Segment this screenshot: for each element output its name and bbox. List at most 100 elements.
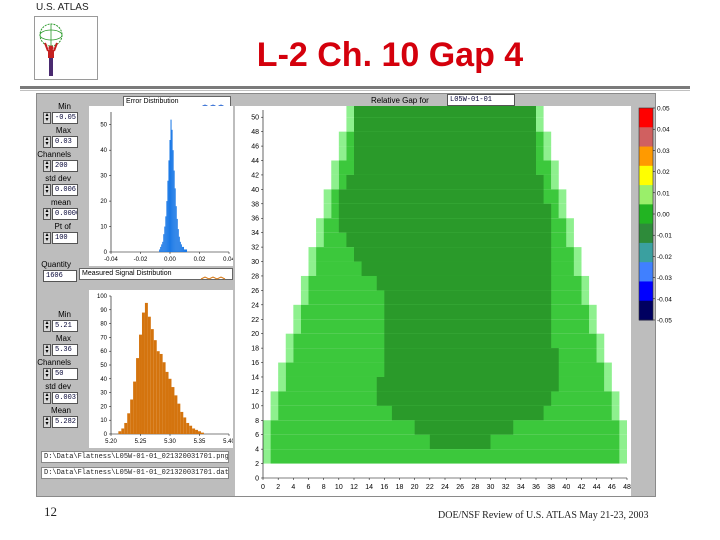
error-histogram-svg: 0 10 20 30 40 50 -0.04 -0.02 0.00 0.02 0.04 [89,106,235,266]
signal-control-spinner-3[interactable]: ▴ ▾ [43,392,51,404]
error-control-value-5[interactable]: 100 [52,232,78,244]
error-control-spinner-5[interactable]: ▴ ▾ [43,232,51,244]
heatmap-y-tick-label: 12 [251,389,259,396]
heatmap-y-tick-label: 38 [251,201,259,208]
heatmap-cell-edge [536,102,544,118]
histogram-bar [171,387,175,434]
signal-control-spinner-1[interactable]: ▴ ▾ [43,344,51,356]
heatmap-cell-dark [391,405,544,421]
signal-control-value-0[interactable]: 5.21 [52,320,78,332]
signal-control-value-2[interactable]: 50 [52,368,78,380]
heatmap-cell-dark [376,275,552,291]
histogram-bar [165,371,169,434]
heatmap-cell-edge [308,247,317,262]
heatmap-cell-edge [536,117,544,132]
png-path-field[interactable]: D:\Data\Flatness\L05W-01-01_021320031701… [41,451,229,463]
heatmap-cell-edge [285,333,294,349]
colorbar-segment [639,242,653,263]
histogram-bar [195,429,199,434]
histogram-bar [166,201,168,252]
error-control-value-4[interactable]: 0.0000 [52,208,78,220]
heatmap-cell-edge [331,160,339,175]
signal-distribution-legend-label: Measured Signal Distribution [82,270,172,277]
error-control-spinner-4[interactable]: ▴ ▾ [43,208,51,220]
histogram-bar [159,353,163,434]
heatmap-cell-dark [384,319,552,334]
heatmap-x-tick-label: 12 [350,484,358,491]
histogram-bar [144,302,148,434]
heatmap-y-tick-label: 14 [251,374,259,381]
heatmap-cell-edge [316,218,324,233]
heatmap-y-tick-label: 50 [251,115,259,122]
heatmap-cell-edge [338,146,347,161]
y-tick-label: 70 [100,335,107,341]
colorbar-tick-label: -0.05 [657,318,672,325]
heatmap-x-tick-label: 14 [365,484,373,491]
heatmap-cell-edge [263,420,271,435]
histogram-bar [192,428,196,434]
dat-path-field[interactable]: D:\Data\Flatness\L05W-01-01_021320031701… [41,467,229,479]
histogram-bar [162,362,166,434]
signal-control-value-3[interactable]: 0.0037 [52,392,78,404]
histogram-bar [181,246,183,252]
y-tick-label: 30 [100,391,107,397]
signal-control-spinner-4[interactable]: ▴ ▾ [43,416,51,428]
colorbar-segment [639,108,653,128]
histogram-bar [156,351,160,434]
signal-histogram-plot: 0 10 20 30 40 50 60 70 80 90 100 5.20 5.25 5.30 5.35 5.… [89,290,235,448]
heatmap-cell-edge [589,304,597,320]
error-control-value-0[interactable]: -0.05 [52,112,78,124]
colorbar-svg: 0.05 0.04 0.03 0.02 0.01 0.00 -0.01 -0.02 -0.03 -… [638,106,672,325]
heatmap-x-tick-label: 44 [593,484,601,491]
heatmap-y-tick-label: 0 [255,476,259,483]
signal-control-label-0: Min [58,310,71,319]
histogram-bar [198,431,201,434]
heatmap-x-tick-label: 36 [532,484,540,491]
colorbar-segment [639,165,653,186]
heatmap-cell-dark [346,174,544,190]
chamber-value[interactable]: L05W-01-01 [447,94,515,106]
heatmap-y-tick-label: 44 [251,158,259,165]
heatmap-y-tick-label: 20 [251,331,259,338]
heatmap-cell-edge [611,405,620,421]
quantity-value[interactable]: 1606 [43,270,77,282]
signal-control-value-1[interactable]: 5.36 [52,344,78,356]
atlas-logo-icon [34,16,98,80]
relative-gap-heatmap-svg: 0 2 4 6 8 10 12 14 16 18 20 22 24 26 28 30 32 34 36 38 40 42 4… [235,102,631,496]
y-tick-label: 0 [104,250,108,256]
error-control-value-2[interactable]: 200 [52,160,78,172]
heatmap-y-tick-label: 28 [251,273,259,280]
error-control-spinner-2[interactable]: ▴ ▾ [43,160,51,172]
signal-control-label-4: Mean [50,406,71,415]
heatmap-cell-edge [566,218,574,233]
slide-title: L-2 Ch. 10 Gap 4 [256,36,524,74]
heatmap-cell-edge [270,391,279,406]
y-tick-label: 90 [100,308,107,314]
heatmap-x-tick-label: 28 [471,484,479,491]
error-control-value-1[interactable]: 0.03 [52,136,78,148]
heatmap-y-tick-label: 42 [251,172,259,179]
y-tick-label: 30 [100,174,107,180]
heatmap-x-tick-label: 24 [441,484,449,491]
x-tick-label: -0.02 [134,257,148,263]
signal-control-spinner-0[interactable]: ▴ ▾ [43,320,51,332]
heatmap-cell-edge [270,405,279,421]
error-control-spinner-3[interactable]: ▴ ▾ [43,184,51,196]
colorbar-segment [639,281,653,302]
heatmap-x-tick-label: 32 [502,484,510,491]
heatmap-cell-edge [558,189,567,204]
error-control-spinner-0[interactable]: ▴ ▾ [43,112,51,124]
heatmap-y-tick-label: 34 [251,230,259,237]
flatness-analysis-window: Error Distribution Min ▴ ▾ -0.05 Max ▴ ▾ 0.03 Ch… [36,93,672,497]
signal-distribution-legend: Measured Signal Distribution [79,268,233,280]
signal-control-spinner-2[interactable]: ▴ ▾ [43,368,51,380]
signal-control-value-4[interactable]: 5.282 [52,416,78,428]
y-tick-label: 20 [100,199,107,205]
error-control-value-3[interactable]: 0.006 [52,184,78,196]
heatmap-y-tick-label: 6 [255,432,259,439]
error-control-spinner-1[interactable]: ▴ ▾ [43,136,51,148]
x-tick-label: 5.30 [164,439,176,445]
quantity-label: Quantity [41,260,71,269]
heatmap-cell-edge [551,174,559,190]
heatmap-cell-edge [331,174,339,190]
